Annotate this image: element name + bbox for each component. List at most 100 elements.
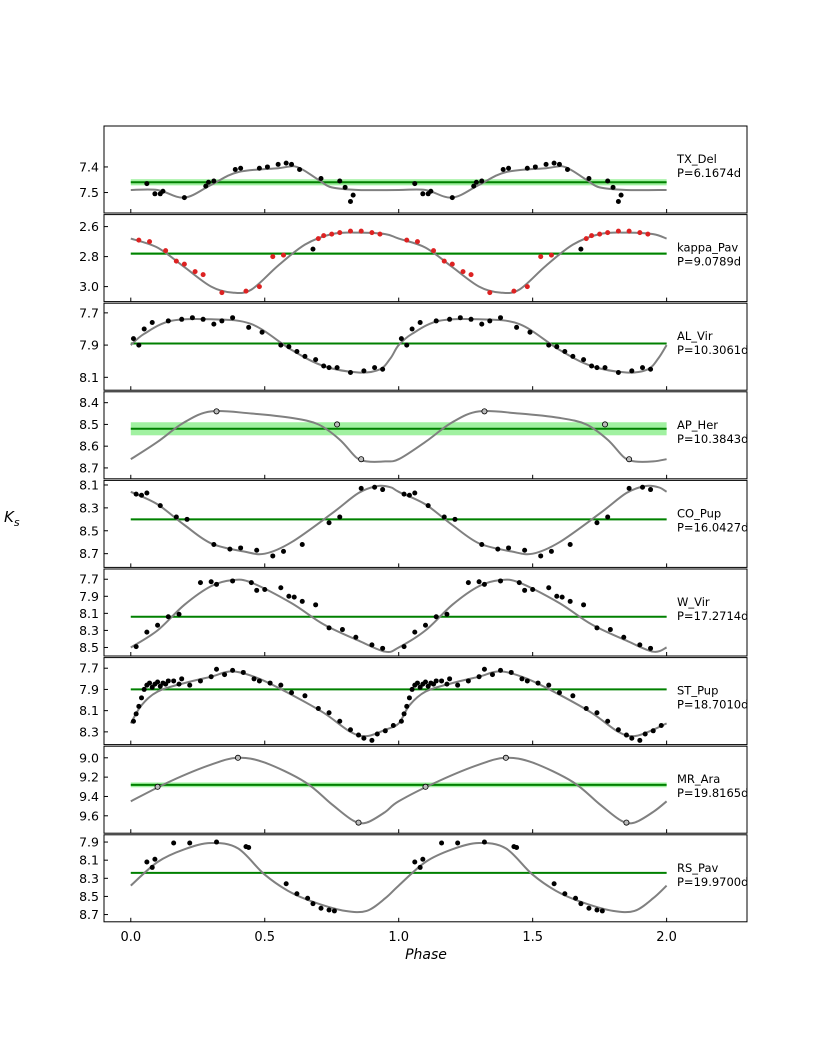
data-point (412, 181, 418, 187)
y-tick-label: 7.7 (79, 305, 99, 320)
panel-frame (103, 391, 748, 480)
data-point (240, 669, 246, 675)
data-point (594, 710, 600, 716)
data-point (179, 316, 185, 322)
data-point (337, 178, 343, 184)
data-point (522, 587, 528, 593)
data-point (476, 579, 482, 585)
star-name-label: TX_Del (676, 152, 717, 166)
x-tick-label: 1.5 (522, 930, 543, 945)
alt-data-point (538, 254, 544, 260)
data-point (621, 634, 627, 640)
data-point (406, 695, 412, 701)
data-point (326, 365, 332, 371)
alt-data-point (524, 284, 530, 290)
star-name-label: kappa_Pav (677, 241, 738, 255)
data-point (500, 167, 506, 172)
data-point (171, 678, 177, 684)
data-point (412, 629, 418, 635)
alt-data-point (315, 236, 321, 242)
data-point (181, 195, 187, 201)
y-tick-label: 8.1 (79, 703, 99, 718)
y-tick-label: 9.0 (79, 750, 99, 765)
data-point (586, 905, 592, 911)
data-point (610, 184, 616, 190)
data-point (648, 487, 654, 493)
data-point (361, 368, 367, 374)
data-point (144, 181, 150, 187)
data-point (406, 492, 412, 498)
data-point (532, 164, 538, 170)
data-point (251, 676, 257, 682)
data-point (479, 178, 485, 184)
star-name-label: CO_Pup (677, 506, 721, 520)
data-point (535, 680, 541, 686)
y-tick-label: 8.7 (79, 546, 99, 561)
data-point (637, 737, 643, 743)
data-point (514, 844, 520, 850)
curve-marker (213, 408, 220, 415)
data-point (498, 315, 504, 321)
alt-data-point (597, 231, 603, 237)
panel-frame (103, 125, 748, 214)
curve-marker (334, 421, 341, 428)
data-point (157, 503, 163, 509)
period-label: P=19.8165d (677, 786, 748, 800)
y-axis-label: Ks (4, 508, 20, 529)
data-point (570, 353, 576, 359)
y-tick-label: 9.4 (79, 789, 99, 804)
star-name-label: AL_Vir (677, 329, 713, 343)
data-point (152, 856, 158, 862)
data-point (658, 723, 664, 729)
data-point (267, 680, 273, 686)
data-point (578, 246, 584, 252)
data-point (390, 723, 396, 729)
data-point (433, 614, 439, 620)
alt-data-point (460, 269, 466, 275)
data-point (152, 191, 158, 197)
data-point (570, 693, 576, 699)
star-name-label: RS_Pav (677, 861, 719, 875)
data-point (133, 711, 139, 717)
curve-marker (481, 408, 488, 415)
data-point (283, 881, 289, 887)
data-point (508, 669, 514, 675)
data-point (139, 492, 145, 498)
star-name-label: MR_Ara (677, 772, 720, 786)
data-point (412, 490, 418, 496)
panel-frame (103, 745, 748, 834)
data-point (211, 178, 217, 184)
alt-data-point (256, 284, 262, 290)
panel-frame (103, 214, 748, 303)
alt-data-point (441, 258, 447, 264)
data-point (476, 674, 482, 680)
data-point (455, 840, 461, 846)
data-point (401, 711, 407, 717)
data-point (165, 318, 171, 324)
data-point (144, 490, 150, 496)
y-tick-label: 2.8 (79, 249, 99, 264)
data-point (275, 161, 281, 167)
data-point (599, 908, 605, 914)
data-point (165, 678, 171, 684)
curve-marker (422, 783, 429, 790)
curve-marker (502, 754, 509, 761)
y-tick-label: 8.7 (79, 907, 99, 922)
data-point (232, 167, 238, 172)
data-point (409, 326, 415, 332)
data-point (326, 907, 332, 913)
data-point (211, 542, 217, 548)
data-point (230, 667, 236, 673)
data-point (623, 732, 629, 738)
data-point (339, 627, 345, 633)
data-point (498, 578, 504, 584)
period-label: P=16.0427d (677, 520, 748, 534)
alt-data-point (605, 230, 611, 236)
data-point (372, 365, 378, 371)
data-point (423, 679, 428, 685)
alt-data-point (548, 252, 554, 258)
data-point (481, 581, 487, 587)
